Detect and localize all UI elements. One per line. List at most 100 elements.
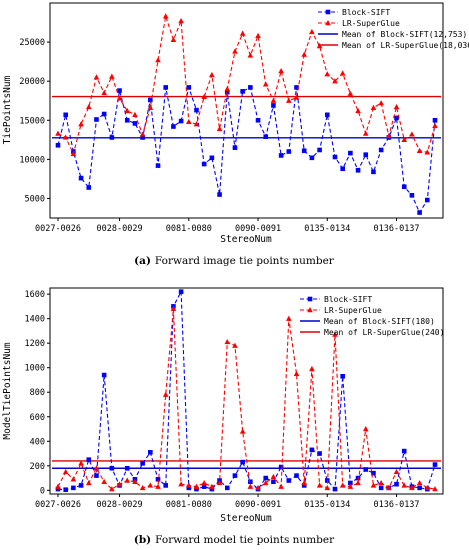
series-line [57, 85, 436, 214]
data-point [224, 89, 230, 95]
data-point [224, 338, 231, 345]
legend-marker [325, 9, 331, 15]
data-point [201, 93, 207, 100]
data-point [317, 147, 322, 153]
data-point [232, 145, 238, 150]
y-axis-label: ModelTiePointsNum [2, 342, 13, 440]
data-point [101, 89, 107, 96]
data-point [271, 479, 276, 485]
legend-label: Mean of LR-SuperGlue(240) [324, 328, 444, 337]
legend-marker [325, 20, 331, 26]
data-point [201, 484, 207, 489]
data-point [94, 117, 99, 122]
y-axis-label: TiePointsNum [2, 75, 13, 144]
data-point [386, 132, 392, 139]
data-point [63, 487, 68, 493]
data-point [355, 475, 361, 481]
data-point [116, 95, 123, 101]
data-point [317, 451, 322, 456]
data-point [148, 450, 153, 455]
data-point [178, 481, 184, 487]
data-point [309, 365, 315, 372]
data-point [370, 104, 377, 110]
data-point [78, 483, 84, 488]
data-point [124, 117, 130, 123]
y-tick-label: 1600 [25, 290, 45, 300]
data-point [362, 426, 369, 432]
data-point [309, 155, 315, 161]
data-point [301, 483, 307, 488]
data-point [378, 479, 384, 486]
data-point [155, 57, 161, 63]
legend-label: LR-SuperGlue [324, 306, 382, 315]
data-point [362, 130, 369, 136]
y-tick-label: 200 [30, 462, 45, 472]
data-point [293, 94, 300, 100]
chart-forward-image-tie-points: 5000 10000 15000 20000 25000 0027-0026 0028-0… [2, 2, 469, 267]
y-tick-label: 10000 [19, 155, 45, 165]
data-point [62, 468, 69, 475]
data-point [240, 459, 245, 465]
data-point [378, 100, 384, 106]
data-point [170, 36, 177, 42]
data-point [209, 71, 215, 78]
data-point [132, 121, 138, 126]
data-point [70, 476, 77, 482]
data-point [193, 121, 200, 127]
data-point [178, 17, 184, 24]
data-point [425, 197, 430, 203]
data-point [248, 85, 253, 90]
data-point [63, 112, 68, 118]
data-point [162, 13, 169, 19]
data-point [293, 370, 300, 377]
data-point [378, 485, 384, 491]
data-point [417, 485, 422, 491]
data-point [185, 482, 192, 488]
data-point [401, 448, 407, 454]
legend-label: Mean of LR-SuperGlue(18,036) [342, 41, 469, 50]
data-point [278, 464, 284, 470]
caption: (a) Forward image tie points number [134, 255, 335, 267]
data-point [55, 142, 61, 148]
data-point [163, 85, 169, 90]
data-point [232, 473, 238, 478]
data-point [332, 331, 338, 337]
caption: (b) Forward model tie points number [134, 534, 335, 546]
data-point [224, 485, 230, 491]
x-tick-label: 0136-0137 [373, 500, 419, 510]
data-point [239, 428, 246, 434]
data-point [409, 193, 415, 198]
caption-text: Forward model tie points number [155, 534, 335, 546]
data-point [247, 483, 254, 489]
data-point [378, 147, 384, 153]
data-point [86, 185, 92, 190]
data-point [270, 97, 277, 103]
x-tick-label: 0028-0029 [97, 500, 143, 510]
data-point [432, 462, 438, 467]
data-point [93, 74, 100, 80]
data-point [85, 103, 92, 110]
data-point [301, 51, 308, 57]
data-point [62, 134, 69, 140]
x-tick-label: 0090-0091 [235, 500, 281, 510]
data-point [393, 468, 400, 475]
data-point [201, 479, 207, 486]
y-tick-label: 600 [30, 413, 45, 423]
data-point [401, 184, 407, 190]
x-tick-label: 0027-0026 [35, 224, 81, 234]
data-point [278, 68, 284, 74]
data-point [432, 122, 438, 128]
x-axis-label: StereoNum [220, 234, 272, 245]
data-point [155, 483, 161, 489]
data-point [409, 131, 415, 137]
data-point [71, 485, 76, 491]
data-point [209, 486, 215, 492]
data-point [424, 149, 431, 155]
x-axis-label: StereoNum [220, 513, 272, 524]
data-point [139, 484, 146, 491]
data-point [393, 103, 400, 110]
x-tick-label: 0135-0134 [304, 224, 350, 234]
data-point [78, 175, 84, 181]
data-point [193, 483, 200, 489]
